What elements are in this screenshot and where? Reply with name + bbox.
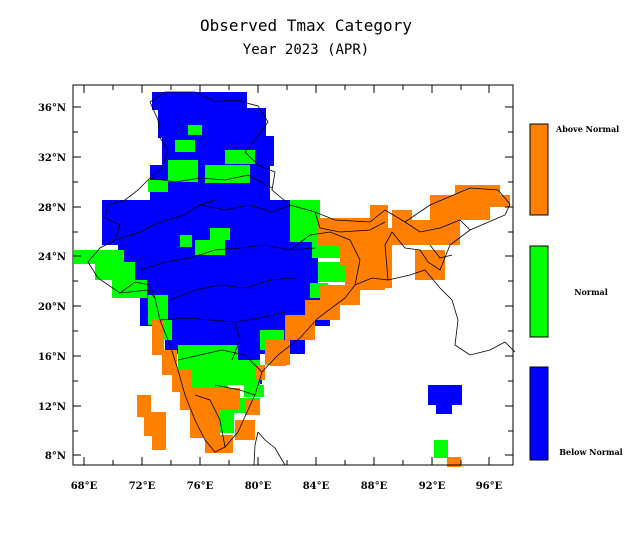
category-grid xyxy=(74,92,510,467)
category-cell-below xyxy=(105,212,125,242)
lat-tick-label: 16°N xyxy=(38,352,66,363)
category-cell-above xyxy=(270,350,286,366)
category-cell-below xyxy=(428,385,462,405)
boundary-mp xyxy=(169,277,296,301)
category-cell-above xyxy=(285,315,315,340)
lon-tick-label: 88°E xyxy=(361,481,388,492)
myanmar-outline xyxy=(387,269,516,356)
category-cell-normal xyxy=(225,150,255,164)
boundary-north xyxy=(149,174,273,189)
category-cell-above xyxy=(190,408,220,438)
category-cell-above xyxy=(455,185,500,200)
category-cell-normal xyxy=(175,140,195,152)
lat-tick-label: 8°N xyxy=(45,451,66,462)
category-cell-normal xyxy=(180,235,192,247)
boundary-deccan xyxy=(159,311,286,323)
boundary-ne xyxy=(404,219,471,233)
legend-swatch xyxy=(529,366,549,461)
boundary-ap xyxy=(231,321,241,361)
category-cell-above xyxy=(180,388,240,410)
lon-tick-label: 84°E xyxy=(303,481,330,492)
lat-tick-label: 32°N xyxy=(38,153,66,164)
category-cell-above xyxy=(152,320,164,355)
category-cell-normal xyxy=(195,240,225,255)
category-cell-normal xyxy=(318,262,350,282)
boundary-south xyxy=(177,349,263,373)
legend-label: Below Normal xyxy=(559,447,622,457)
category-cell-normal xyxy=(205,165,250,183)
state-boundaries xyxy=(87,91,516,466)
boundary-kerala xyxy=(194,394,226,448)
lat-tick-label: 28°N xyxy=(38,203,66,214)
category-cell-above xyxy=(172,370,192,392)
category-cell-normal xyxy=(210,228,230,240)
legend-swatch xyxy=(529,123,549,216)
boundary-tn xyxy=(214,384,256,396)
category-cell-normal xyxy=(112,280,147,298)
category-cell-below xyxy=(260,205,290,245)
legend-label: Above Normal xyxy=(555,124,619,134)
lon-tick-label: 76°E xyxy=(187,481,214,492)
lon-tick-label: 72°E xyxy=(129,481,156,492)
boundary-up xyxy=(199,204,291,213)
category-cell-above xyxy=(447,457,461,467)
lon-tick-label: 92°E xyxy=(419,481,446,492)
category-cell-above xyxy=(245,400,260,415)
lon-tick-label: 96°E xyxy=(476,481,503,492)
legend-label: Normal xyxy=(574,287,608,297)
lat-tick-label: 12°N xyxy=(38,402,66,413)
category-cell-above xyxy=(255,365,265,380)
category-cell-normal xyxy=(148,180,168,192)
sri-lanka-outline xyxy=(257,431,286,466)
lon-tick-label: 80°E xyxy=(245,481,272,492)
category-cell-normal xyxy=(168,160,198,182)
category-cell-above xyxy=(152,430,166,450)
sri-lanka-outline-2 xyxy=(253,431,259,466)
boundary-east xyxy=(289,231,361,286)
category-cell-above xyxy=(137,395,151,417)
category-cell-above xyxy=(415,250,445,280)
map-subtitle: Year 2023 (APR) xyxy=(242,42,370,58)
lat-tick-label: 36°N xyxy=(38,103,66,114)
india-outline xyxy=(87,91,511,453)
lon-tick-label: 68°E xyxy=(71,481,98,492)
boundary-rajasthan xyxy=(114,199,216,241)
category-cell-above xyxy=(340,244,380,266)
boundary-gujarat xyxy=(119,281,156,299)
category-cell-normal xyxy=(74,250,124,264)
lat-tick-label: 20°N xyxy=(38,302,66,313)
category-cell-normal xyxy=(244,385,264,397)
axis-ticks xyxy=(73,85,513,465)
category-cell-below xyxy=(158,108,266,138)
category-cell-above xyxy=(235,420,255,440)
legend-swatch xyxy=(529,245,549,338)
category-cell-below xyxy=(436,404,452,414)
category-cell-normal xyxy=(188,372,228,390)
legend: Above Normal Normal Below Normal xyxy=(529,123,623,461)
category-cell-below xyxy=(152,92,247,110)
category-cell-normal xyxy=(188,125,202,135)
axis-tick-labels: 36°N 32°N 28°N 24°N 20°N 16°N 12°N 8°N 68°E 72°E 7… xyxy=(38,103,503,492)
map-frame xyxy=(72,84,514,466)
category-cell-normal xyxy=(95,262,135,280)
boundary-central xyxy=(139,244,316,271)
lat-tick-label: 24°N xyxy=(38,252,66,263)
map-title: Observed Tmax Category xyxy=(200,16,412,35)
boundary-bihar xyxy=(314,211,386,233)
boundary-ne2 xyxy=(429,244,453,259)
category-cell-normal xyxy=(434,440,448,458)
